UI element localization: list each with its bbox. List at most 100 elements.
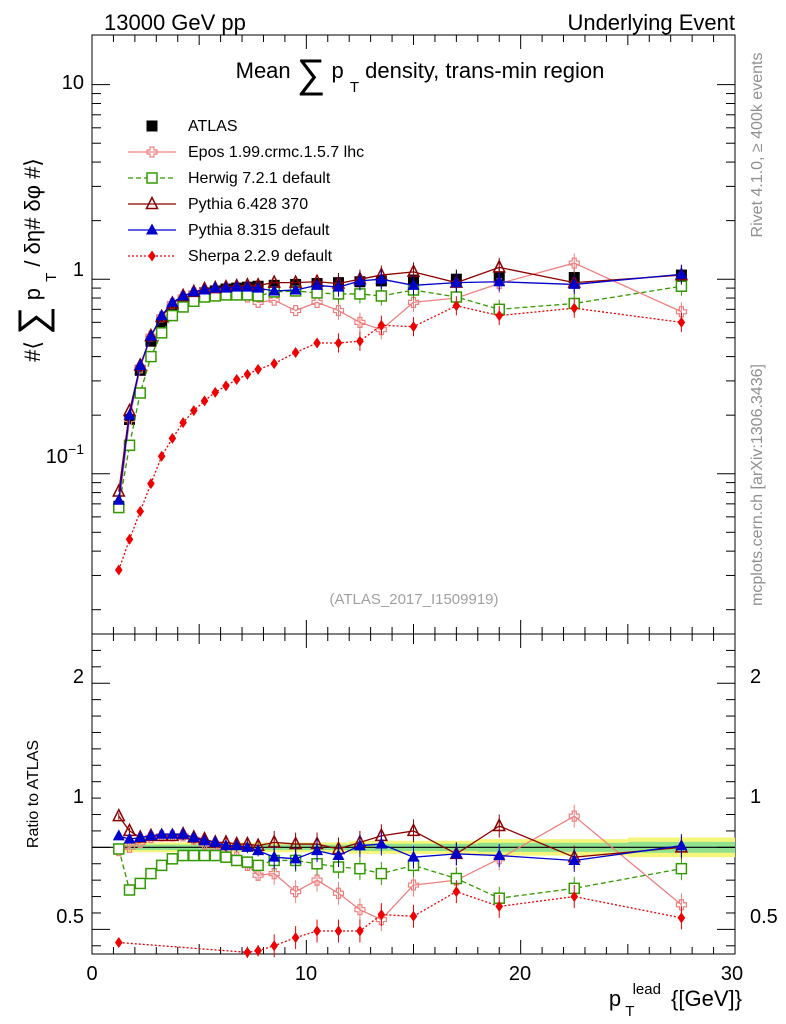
ratio-point [177, 827, 190, 839]
data-point [268, 294, 280, 306]
ratio-line [118, 890, 682, 954]
legend-entry-herwig: Herwig 7.2.1 default [128, 170, 331, 187]
ratio-point [243, 946, 252, 958]
ratio-series-Pythia 8.315 default [112, 827, 688, 872]
data-point [166, 303, 178, 315]
ratio-point [144, 829, 157, 841]
legend-entry-atlas: ATLAS [146, 118, 238, 135]
ratio-point [166, 827, 179, 839]
data-point [166, 309, 179, 322]
ratio-point [166, 853, 179, 865]
data-point [179, 417, 187, 429]
data-point [252, 281, 265, 293]
data-point [155, 327, 168, 339]
data-point [136, 505, 145, 517]
data-point [452, 300, 461, 312]
legend-symbol [146, 172, 158, 184]
ratio-point [220, 851, 232, 863]
ratio-point [493, 849, 506, 861]
data-point [313, 337, 321, 349]
data-point [675, 267, 688, 279]
data-point [493, 275, 506, 287]
legend-label-epos: Epos 1.99.crmc.1.5.7 lhc [188, 144, 364, 161]
series-line [118, 305, 682, 571]
legend-symbol [146, 120, 158, 132]
data-point [157, 450, 166, 462]
legend-entry-pythia8: Pythia 8.315 default [128, 222, 330, 239]
main-y-axis-label: #⟨ ∑ p T / δη# δφ #⟩ [11, 158, 61, 362]
data-point [407, 278, 420, 290]
data-point [230, 280, 243, 292]
series-line [118, 285, 682, 508]
data-point [334, 337, 343, 349]
data-point [375, 272, 388, 284]
ratio-point [114, 937, 123, 949]
data-point [570, 302, 579, 314]
data-point [332, 304, 345, 317]
legend-marker-pythia6 [128, 195, 176, 210]
ratio-point [377, 909, 386, 921]
data-point [254, 363, 262, 375]
ratio-y-axis-label: Ratio to ATLAS [25, 740, 42, 848]
data-point [211, 386, 220, 398]
ratio-point [675, 899, 688, 911]
ratio-point [241, 840, 254, 852]
main-data-series [112, 253, 689, 576]
data-point [311, 296, 323, 308]
ratio-point [675, 862, 688, 875]
legend-label-pythia8: Pythia 8.315 default [188, 222, 330, 239]
data-point [177, 301, 189, 313]
ratio-point [252, 869, 264, 881]
data-point [198, 283, 211, 295]
chart-title: Mean ∑ p T density, trans-min region [236, 52, 605, 97]
ratio-point [155, 827, 168, 839]
legend-symbol [146, 146, 158, 158]
legend-entry-epos: Epos 1.99.crmc.1.5.7 lhc [128, 144, 364, 161]
x-axis-label: p T lead {[GeV]} [609, 974, 742, 1021]
legend-marker-epos [128, 146, 176, 158]
y-tick-label-10: 10 [62, 72, 84, 94]
main-axis-ticks [91, 35, 736, 634]
data-point [354, 316, 366, 328]
ratio-y-tick-label-1-right: 1 [750, 786, 761, 808]
analysis-label: (ATLAS_2017_I1509919) [329, 591, 498, 608]
ratio-point [209, 849, 221, 862]
ratio-point [241, 856, 254, 868]
data-point [356, 335, 364, 347]
data-point [144, 329, 157, 341]
series-Sherpa 2.2.9 default [114, 296, 686, 576]
data-point [187, 285, 200, 297]
ratio-point [313, 925, 321, 937]
legend-marker-atlas [146, 120, 158, 132]
data-point [134, 387, 146, 399]
ratio-point [198, 849, 211, 862]
ratio-point [375, 867, 388, 880]
x-tick-label-30: 30 [721, 963, 743, 985]
data-point [188, 295, 200, 308]
ratio-point [311, 844, 324, 856]
ratio-point [188, 849, 200, 862]
y-tick-label-1: 1 [73, 259, 84, 281]
legend-label-atlas: ATLAS [188, 118, 238, 135]
ratio-point [290, 886, 302, 898]
ratio-point [570, 891, 579, 903]
data-point [190, 405, 198, 417]
data-point [145, 350, 157, 363]
data-point [123, 408, 136, 420]
data-point [409, 321, 418, 333]
legend-symbol [148, 250, 156, 262]
x-tick-label-0: 0 [86, 963, 97, 985]
data-point [219, 281, 232, 293]
legend-entry-sherpa: Sherpa 2.2.9 default [128, 248, 333, 265]
data-point [243, 368, 252, 380]
data-point [407, 296, 420, 308]
ratio-y-tick-label-0.5-right: 0.5 [750, 906, 778, 928]
ratio-point [291, 932, 300, 944]
ratio-point [268, 867, 280, 880]
header-right: Underlying Event [567, 10, 735, 35]
ratio-point [332, 849, 345, 861]
data-point [375, 290, 388, 302]
ratio-point [568, 810, 580, 822]
ratio-point [155, 859, 168, 872]
legend-symbol [145, 195, 159, 210]
